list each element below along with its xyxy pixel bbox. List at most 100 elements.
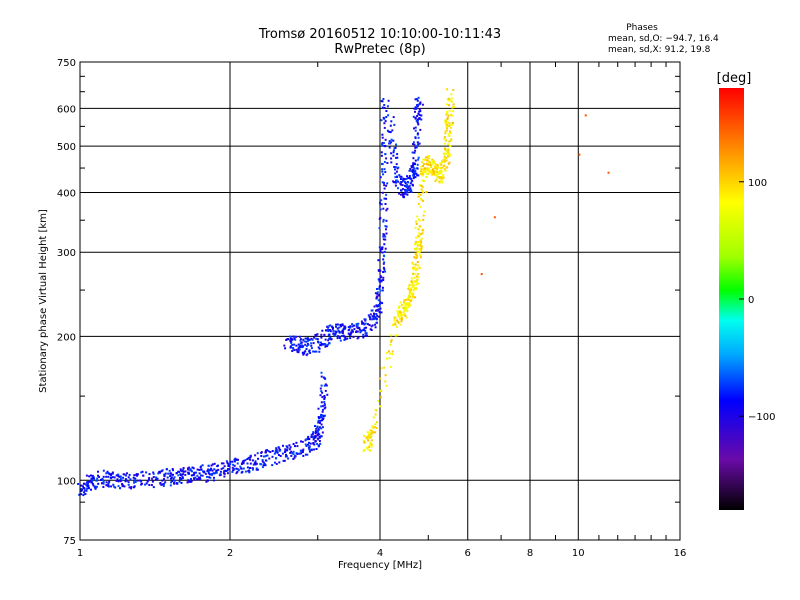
data-point (431, 170, 434, 173)
data-point (321, 419, 324, 422)
data-point (181, 470, 184, 473)
data-point (446, 116, 449, 119)
data-point (415, 144, 418, 147)
data-point (327, 339, 330, 342)
data-point (393, 147, 396, 150)
data-point (438, 177, 441, 180)
data-point (386, 351, 388, 354)
data-point (329, 338, 332, 341)
data-point (102, 475, 105, 478)
data-point (418, 108, 421, 111)
data-point (401, 184, 404, 187)
data-point (400, 178, 402, 180)
data-point (201, 464, 204, 467)
data-point (106, 470, 109, 473)
data-point (97, 470, 99, 473)
data-point (308, 445, 311, 448)
data-point (308, 441, 310, 444)
data-point (437, 171, 440, 174)
data-point (327, 326, 330, 329)
data-point (421, 190, 424, 193)
data-point (365, 334, 368, 337)
data-point (82, 482, 85, 485)
data-point (163, 473, 166, 476)
data-point (186, 481, 189, 484)
data-point (391, 350, 394, 353)
data-point (358, 328, 361, 331)
data-point (128, 486, 131, 489)
data-point (382, 262, 385, 265)
data-point (412, 162, 415, 165)
data-point (403, 299, 406, 302)
data-point (379, 217, 382, 220)
data-point (343, 325, 346, 328)
data-point (385, 116, 388, 118)
data-point (385, 110, 388, 112)
grid-lines (80, 62, 680, 540)
data-point (121, 483, 124, 485)
data-point (91, 482, 94, 485)
data-point (416, 244, 419, 247)
data-point (366, 431, 369, 434)
data-point (126, 472, 128, 475)
data-point (294, 338, 297, 341)
data-point (119, 479, 122, 482)
data-point (400, 317, 403, 320)
data-point (444, 159, 447, 162)
data-point (322, 376, 325, 379)
data-point (237, 469, 240, 472)
data-point (84, 492, 87, 495)
data-point (315, 427, 318, 430)
data-point (215, 471, 218, 474)
data-point (86, 481, 89, 484)
data-point (441, 161, 444, 164)
data-point (322, 417, 325, 420)
data-point (429, 171, 432, 174)
data-point (260, 455, 263, 457)
data-point (407, 296, 410, 298)
data-point (207, 472, 210, 475)
data-point (406, 193, 409, 196)
data-point (362, 336, 365, 339)
data-point (324, 377, 327, 380)
data-point (317, 416, 320, 418)
data-point (389, 343, 392, 346)
data-point (320, 423, 323, 426)
data-point (368, 444, 371, 446)
data-point (304, 350, 307, 353)
data-point (231, 460, 234, 463)
data-point (408, 169, 411, 172)
data-point (83, 487, 86, 490)
data-point (349, 337, 352, 340)
data-point (227, 465, 230, 467)
data-point (367, 436, 370, 438)
data-point (257, 457, 260, 460)
data-point (320, 427, 323, 430)
data-point (321, 391, 324, 394)
data-point (193, 477, 195, 480)
data-point (423, 163, 425, 165)
data-point (395, 179, 398, 182)
data-point (417, 202, 420, 205)
data-point (315, 337, 318, 340)
data-point (376, 288, 378, 290)
data-point (414, 248, 417, 251)
data-point (410, 289, 413, 292)
data-point (275, 462, 278, 465)
data-point (394, 176, 397, 179)
data-point (193, 473, 196, 476)
data-point (370, 439, 373, 442)
data-point (305, 345, 308, 348)
data-point (113, 485, 116, 488)
data-point (370, 443, 373, 446)
data-point (384, 235, 387, 238)
data-point (190, 478, 192, 480)
data-point (395, 181, 398, 184)
data-point (324, 389, 327, 392)
data-point (134, 477, 137, 480)
data-point (364, 322, 367, 325)
data-point (373, 312, 376, 315)
data-point (172, 477, 175, 480)
data-point (184, 473, 187, 476)
data-point (305, 354, 308, 357)
